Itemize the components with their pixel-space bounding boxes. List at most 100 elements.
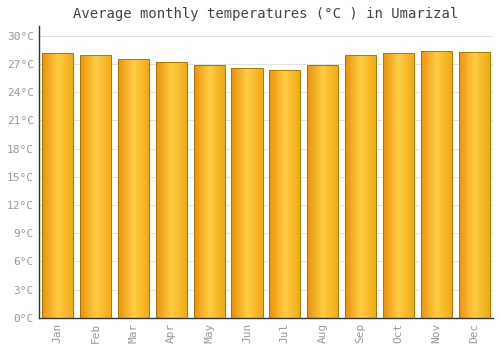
Bar [214, 65, 215, 318]
Bar [121, 59, 122, 318]
Bar [397, 52, 398, 318]
Bar [438, 51, 439, 318]
Bar [202, 65, 203, 318]
Bar [204, 65, 205, 318]
Bar [172, 62, 173, 318]
Bar [469, 52, 470, 318]
Bar [458, 52, 490, 318]
Bar [42, 52, 74, 318]
Bar [352, 55, 353, 318]
Bar [254, 68, 255, 318]
Bar [281, 70, 282, 318]
Bar [383, 52, 414, 318]
Bar [353, 55, 354, 318]
Bar [156, 62, 187, 318]
Bar [235, 68, 236, 318]
Bar [179, 62, 180, 318]
Bar [337, 65, 338, 318]
Bar [432, 51, 433, 318]
Bar [282, 70, 283, 318]
Bar [384, 52, 385, 318]
Bar [171, 62, 172, 318]
Bar [390, 52, 391, 318]
Bar [126, 59, 127, 318]
Bar [177, 62, 178, 318]
Bar [334, 65, 335, 318]
Bar [290, 70, 291, 318]
Bar [182, 62, 183, 318]
Bar [371, 55, 372, 318]
Bar [54, 52, 55, 318]
Title: Average monthly temperatures (°C ) in Umarizal: Average monthly temperatures (°C ) in Um… [74, 7, 458, 21]
Bar [58, 52, 59, 318]
Bar [449, 51, 450, 318]
Bar [65, 52, 66, 318]
Bar [127, 59, 128, 318]
Bar [427, 51, 428, 318]
Bar [219, 65, 220, 318]
Bar [289, 70, 290, 318]
Bar [283, 70, 284, 318]
Bar [210, 65, 211, 318]
Bar [482, 52, 483, 318]
Bar [56, 52, 57, 318]
Bar [131, 59, 132, 318]
Bar [422, 51, 423, 318]
Bar [361, 55, 362, 318]
Bar [69, 52, 70, 318]
Bar [105, 55, 106, 318]
Bar [49, 52, 50, 318]
Bar [450, 51, 451, 318]
Bar [299, 70, 300, 318]
Bar [243, 68, 244, 318]
Bar [63, 52, 64, 318]
Bar [160, 62, 161, 318]
Bar [400, 52, 401, 318]
Bar [402, 52, 403, 318]
Bar [348, 55, 349, 318]
Bar [183, 62, 184, 318]
Bar [80, 55, 81, 318]
Bar [404, 52, 405, 318]
Bar [460, 52, 461, 318]
Bar [110, 55, 111, 318]
Bar [260, 68, 261, 318]
Bar [157, 62, 158, 318]
Bar [325, 65, 326, 318]
Bar [44, 52, 45, 318]
Bar [258, 68, 259, 318]
Bar [97, 55, 98, 318]
Bar [51, 52, 52, 318]
Bar [311, 65, 312, 318]
Bar [396, 52, 397, 318]
Bar [141, 59, 142, 318]
Bar [64, 52, 65, 318]
Bar [411, 52, 412, 318]
Bar [364, 55, 365, 318]
Bar [255, 68, 256, 318]
Bar [270, 70, 271, 318]
Bar [412, 52, 413, 318]
Bar [55, 52, 56, 318]
Bar [350, 55, 352, 318]
Bar [399, 52, 400, 318]
Bar [67, 52, 68, 318]
Bar [423, 51, 424, 318]
Bar [464, 52, 465, 318]
Bar [161, 62, 162, 318]
Bar [72, 52, 74, 318]
Bar [168, 62, 169, 318]
Bar [96, 55, 97, 318]
Bar [387, 52, 388, 318]
Bar [119, 59, 120, 318]
Bar [425, 51, 426, 318]
Bar [275, 70, 276, 318]
Bar [335, 65, 336, 318]
Bar [310, 65, 311, 318]
Bar [50, 52, 51, 318]
Bar [83, 55, 84, 318]
Bar [395, 52, 396, 318]
Bar [98, 55, 99, 318]
Bar [239, 68, 240, 318]
Bar [82, 55, 83, 318]
